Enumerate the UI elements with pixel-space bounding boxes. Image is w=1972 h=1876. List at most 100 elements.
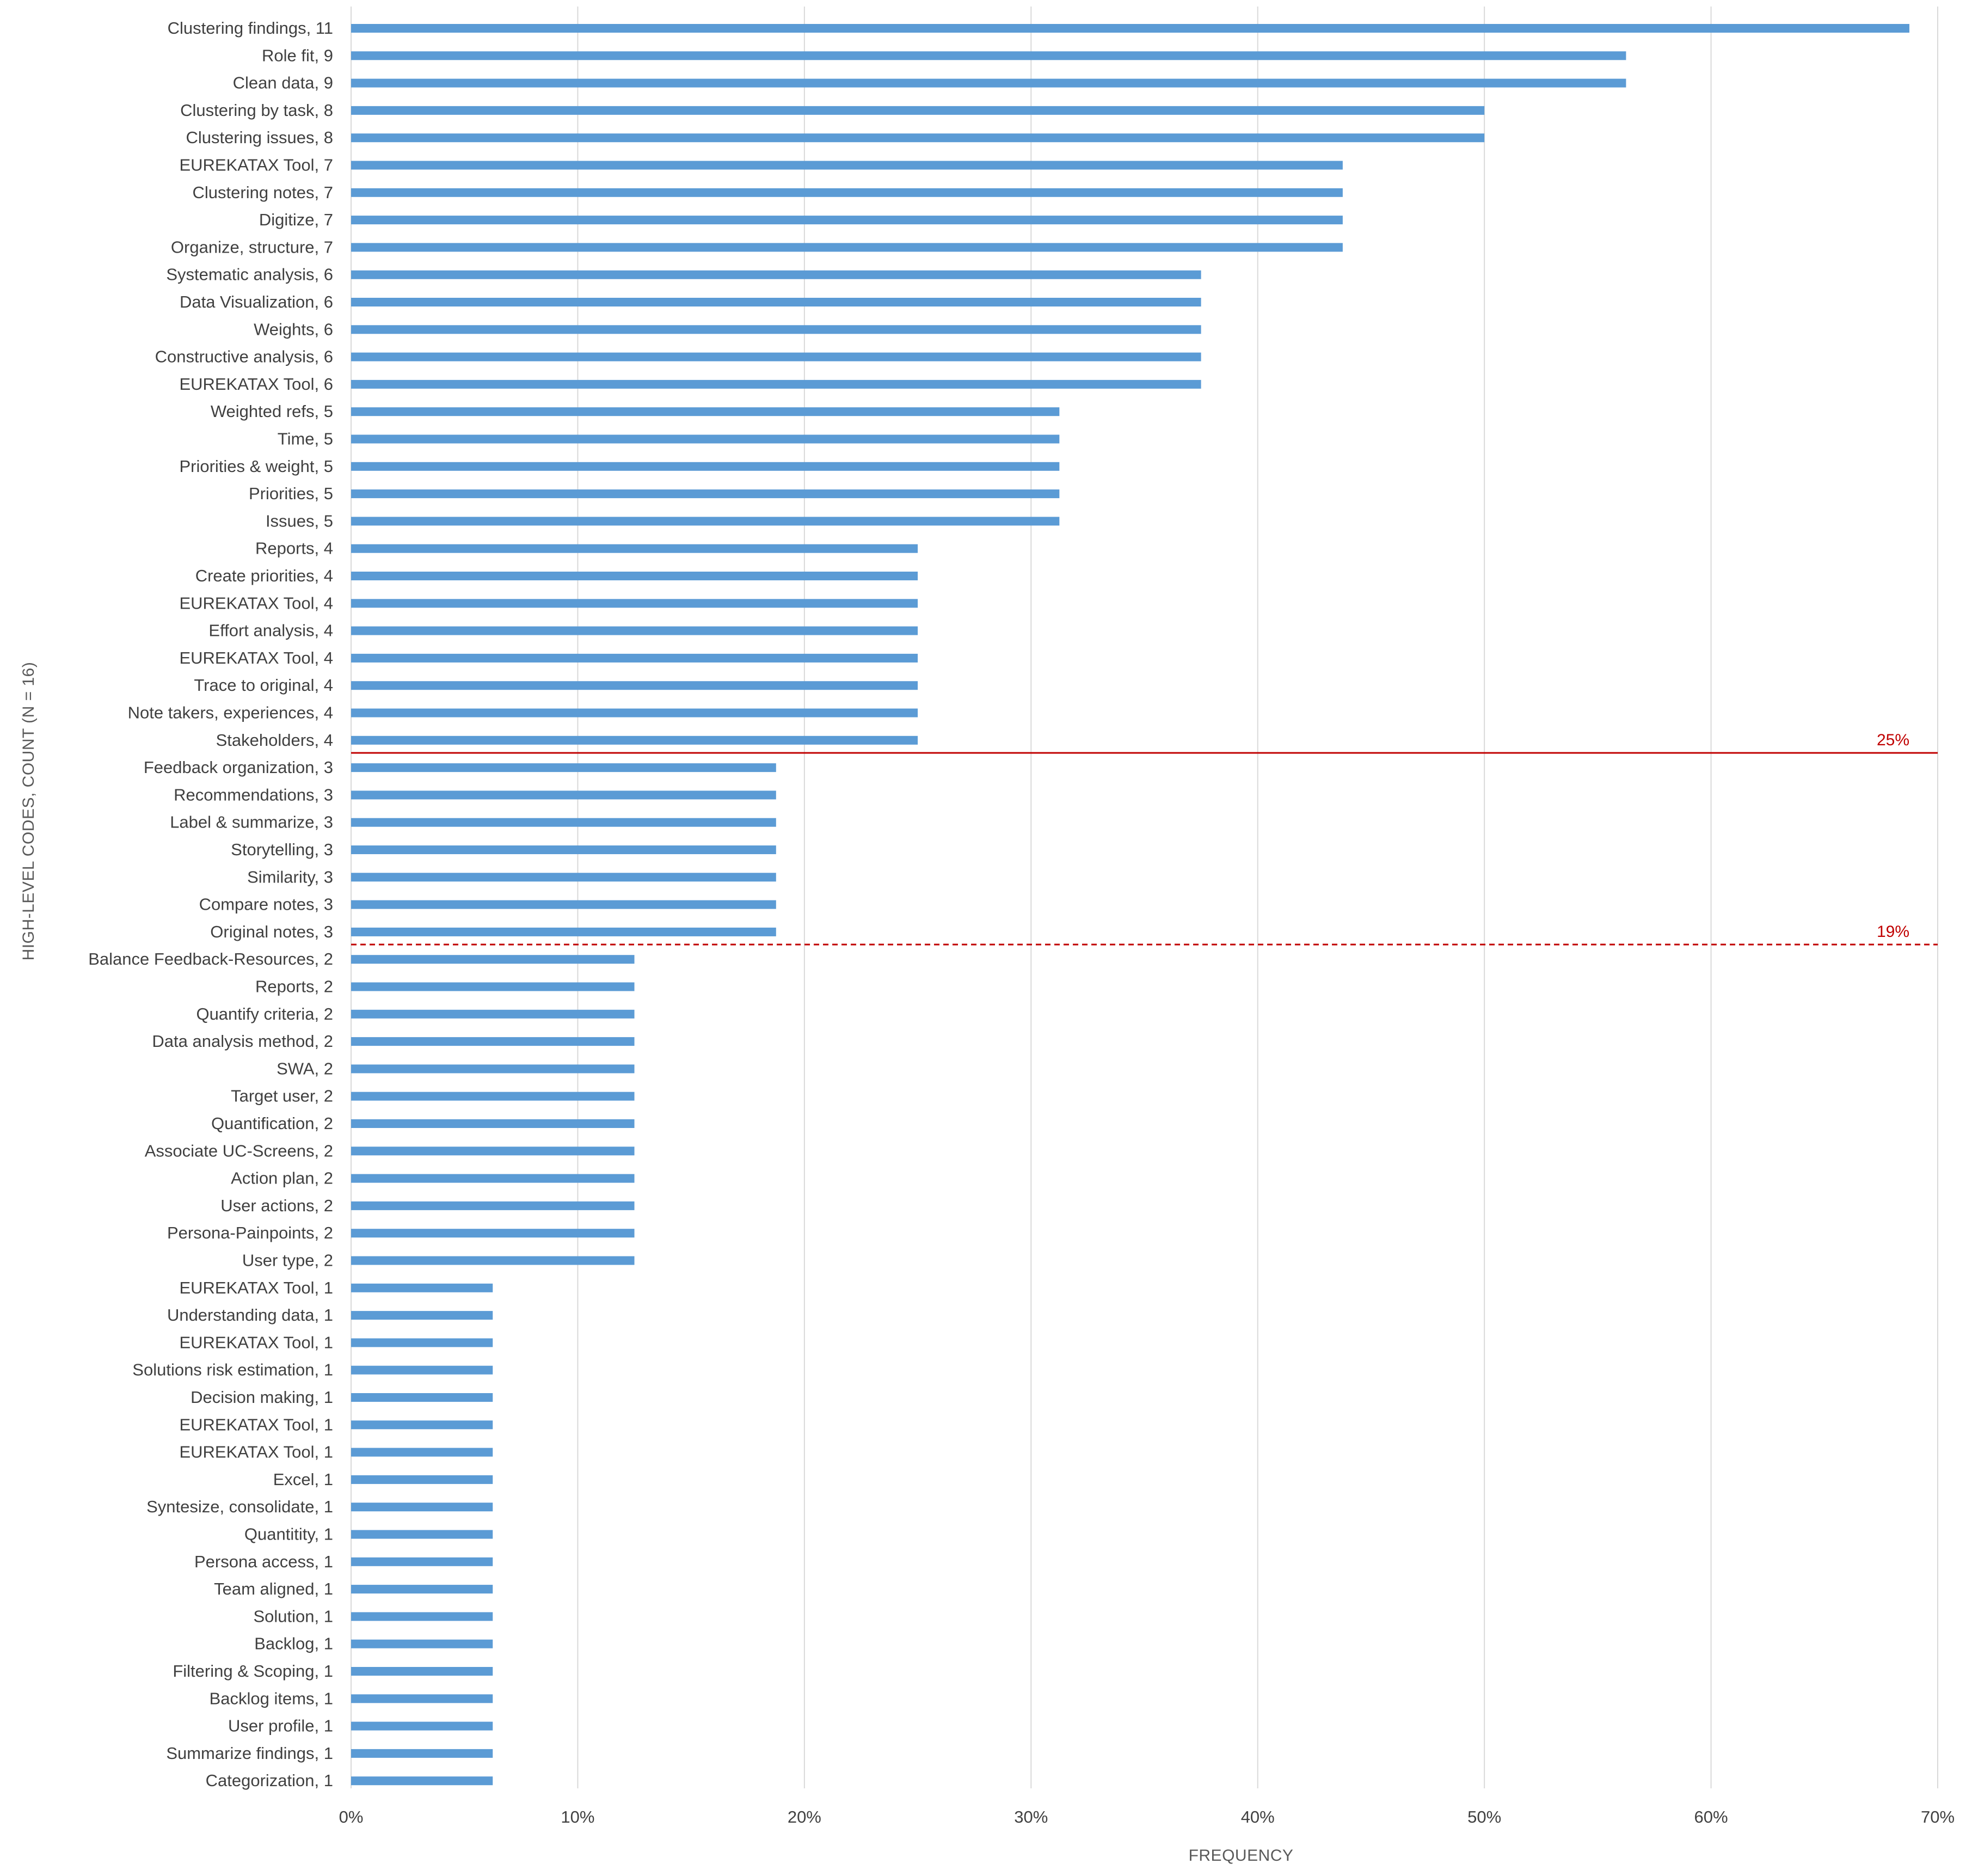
category-label: Weighted refs, 5 bbox=[211, 402, 333, 421]
category-label: Similarity, 3 bbox=[247, 867, 333, 886]
bar-quantify-criteria-2 bbox=[351, 1009, 635, 1019]
bar-team-aligned-1 bbox=[351, 1585, 493, 1594]
category-label: Label & summarize, 3 bbox=[170, 813, 333, 832]
bar-understanding-data-1 bbox=[351, 1311, 493, 1320]
category-label: Clustering issues, 8 bbox=[186, 128, 333, 147]
category-label: Note takers, experiences, 4 bbox=[128, 703, 333, 722]
bar-action-plan-2 bbox=[351, 1174, 635, 1183]
category-label: Balance Feedback-Resources, 2 bbox=[88, 949, 333, 968]
category-label: Syntesize, consolidate, 1 bbox=[146, 1497, 333, 1516]
category-label: Quantification, 2 bbox=[211, 1114, 333, 1133]
category-label: Understanding data, 1 bbox=[167, 1305, 333, 1325]
category-label: Decision making, 1 bbox=[191, 1388, 333, 1407]
category-label: Role fit, 9 bbox=[262, 46, 333, 65]
bar-summarize-findings-1 bbox=[351, 1749, 493, 1758]
x-tick-label: 60% bbox=[1694, 1807, 1728, 1826]
bar-reports-4 bbox=[351, 544, 918, 553]
category-label: Team aligned, 1 bbox=[214, 1579, 333, 1598]
category-label: Clean data, 9 bbox=[233, 73, 333, 93]
bar-eurekatax-tool-1 bbox=[351, 1283, 493, 1292]
category-label: Effort analysis, 4 bbox=[208, 621, 333, 640]
bar-persona-painpoints-2 bbox=[351, 1229, 635, 1238]
category-label: EUREKATAX Tool, 4 bbox=[179, 593, 333, 612]
bar-clustering-notes-7 bbox=[351, 188, 1343, 197]
bar-backlog-1 bbox=[351, 1639, 493, 1648]
bar-excel-1 bbox=[351, 1475, 493, 1484]
category-label: Create priorities, 4 bbox=[195, 566, 333, 585]
x-tick-label: 10% bbox=[561, 1807, 594, 1826]
category-label: Backlog, 1 bbox=[254, 1634, 333, 1653]
bar-persona-access-1 bbox=[351, 1557, 493, 1566]
bar-eurekatax-tool-7 bbox=[351, 161, 1343, 170]
bar-data-analysis-method-2 bbox=[351, 1037, 635, 1046]
category-label: Persona access, 1 bbox=[194, 1552, 333, 1571]
bar-trace-to-original-4 bbox=[351, 681, 918, 690]
category-label: Trace to original, 4 bbox=[194, 676, 333, 695]
category-label: User type, 2 bbox=[242, 1251, 333, 1270]
x-tick-label: 50% bbox=[1467, 1807, 1501, 1826]
reference-line-label: 19% bbox=[1877, 923, 1909, 941]
bar-user-actions-2 bbox=[351, 1201, 635, 1210]
category-label: Organize, structure, 7 bbox=[171, 237, 333, 256]
category-label: Recommendations, 3 bbox=[174, 785, 333, 804]
category-label: Compare notes, 3 bbox=[199, 895, 333, 914]
category-label: Data Visualization, 6 bbox=[180, 292, 333, 311]
category-label: Solution, 1 bbox=[254, 1607, 334, 1626]
bar-balance-feedback-resources-2 bbox=[351, 955, 635, 964]
bar-original-notes-3 bbox=[351, 927, 776, 936]
category-label: Clustering notes, 7 bbox=[193, 183, 333, 202]
x-tick-label: 20% bbox=[788, 1807, 821, 1826]
x-tick-labels-layer: 0% 10% 20% 30% 40% 50% 60% 70% bbox=[339, 1807, 1955, 1826]
bar-clustering-by-task-8 bbox=[351, 106, 1485, 115]
bar-stakeholders-4 bbox=[351, 735, 918, 745]
category-label: Storytelling, 3 bbox=[231, 840, 333, 859]
category-label: Issues, 5 bbox=[266, 511, 333, 530]
category-label: EUREKATAX Tool, 1 bbox=[179, 1278, 333, 1297]
bar-effort-analysis-4 bbox=[351, 626, 918, 635]
category-label: User actions, 2 bbox=[220, 1196, 333, 1215]
bar-backlog-items-1 bbox=[351, 1694, 493, 1703]
bar-clustering-issues-8 bbox=[351, 133, 1485, 143]
bar-categorization-1 bbox=[351, 1776, 493, 1786]
bar-organize-structure-7 bbox=[351, 243, 1343, 252]
x-tick-label: 70% bbox=[1921, 1807, 1955, 1826]
category-label: Original notes, 3 bbox=[210, 922, 333, 941]
category-labels-layer: Clustering findings, 11 Role fit, 9 Clean … bbox=[88, 19, 333, 1790]
bar-create-priorities-4 bbox=[351, 572, 918, 580]
bar-eurekatax-tool-1 bbox=[351, 1420, 493, 1430]
category-label: Constructive analysis, 6 bbox=[155, 347, 333, 366]
category-label: Clustering findings, 11 bbox=[168, 19, 333, 38]
bar-reports-2 bbox=[351, 982, 635, 991]
bar-priorities-weight-5 bbox=[351, 462, 1060, 471]
bar-eurekatax-tool-4 bbox=[351, 599, 918, 608]
bar-feedback-organization-3 bbox=[351, 763, 776, 773]
bar-eurekatax-tool-1 bbox=[351, 1448, 493, 1457]
x-axis-title: FREQUENCY bbox=[1189, 1847, 1294, 1865]
bar-user-type-2 bbox=[351, 1256, 635, 1265]
reference-lines-layer: 25% 19% bbox=[351, 731, 1938, 946]
category-label: Priorities, 5 bbox=[249, 484, 333, 503]
bar-compare-notes-3 bbox=[351, 900, 776, 909]
bar-eurekatax-tool-6 bbox=[351, 379, 1201, 389]
category-label: Filtering & Scoping, 1 bbox=[173, 1662, 333, 1681]
category-label: Summarize findings, 1 bbox=[166, 1744, 333, 1763]
category-label: Reports, 4 bbox=[255, 539, 333, 558]
bar-clean-data-9 bbox=[351, 78, 1626, 88]
category-label: User profile, 1 bbox=[228, 1716, 333, 1736]
x-tick-label: 0% bbox=[339, 1807, 364, 1826]
category-label: Action plan, 2 bbox=[231, 1169, 333, 1188]
bar-quantitity-1 bbox=[351, 1530, 493, 1539]
bar-syntesize-consolidate-1 bbox=[351, 1503, 493, 1512]
category-label: Digitize, 7 bbox=[259, 210, 333, 229]
x-tick-label: 30% bbox=[1014, 1807, 1048, 1826]
bar-weights-6 bbox=[351, 325, 1201, 334]
bar-weighted-refs-5 bbox=[351, 407, 1060, 416]
category-label: EUREKATAX Tool, 6 bbox=[179, 375, 333, 394]
bar-solution-1 bbox=[351, 1612, 493, 1621]
category-label: Target user, 2 bbox=[231, 1087, 333, 1106]
bar-time-5 bbox=[351, 434, 1060, 444]
reference-line-label: 25% bbox=[1877, 731, 1909, 749]
category-label: Data analysis method, 2 bbox=[152, 1032, 333, 1051]
category-label: EUREKATAX Tool, 1 bbox=[179, 1443, 333, 1462]
